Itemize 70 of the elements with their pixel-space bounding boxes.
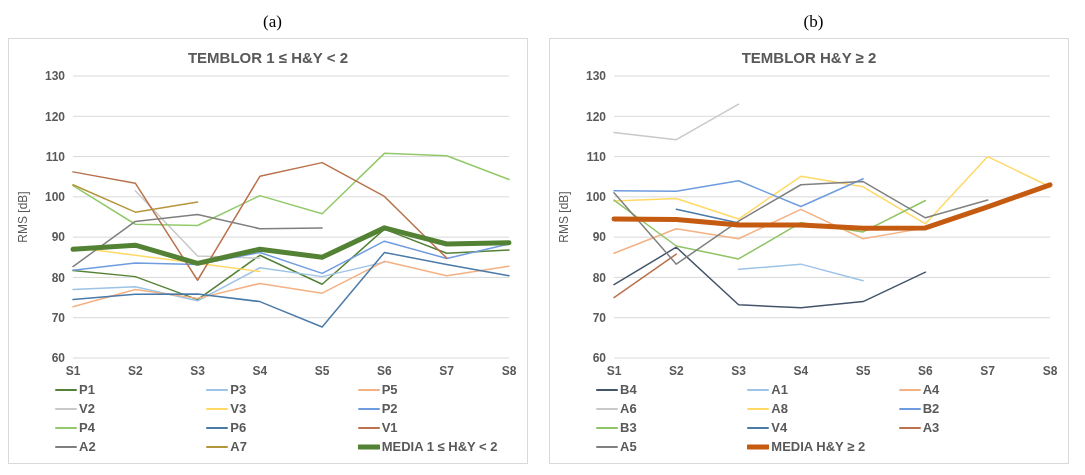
y-tick-label: 120 [585,109,607,124]
legend-label: A2 [79,439,96,454]
legend-label: A1 [771,382,788,397]
text: (a) [262,11,283,33]
legend-label: A3 [922,420,940,435]
line-series [72,251,510,328]
y-tick-label: 130 [44,69,66,84]
legend-label: A5 [620,439,637,454]
y-tick-label: 110 [586,149,607,164]
x-tick-label: S8 [1042,363,1058,378]
x-tick-label: S6 [918,363,934,378]
line-series [613,180,989,265]
legend-label: V3 [230,401,247,416]
y-tick-label: 90 [592,230,607,245]
text: (b) [802,11,825,33]
y-tick-label: 90 [51,230,66,245]
y-tick-label: 110 [45,149,66,164]
legend-label: A4 [922,382,940,397]
x-tick-label: S7 [980,363,996,378]
legend-label: P1 [79,382,95,397]
legend-label: MEDIA H&Y ≥ 2 [771,439,866,454]
x-tick-label: S1 [65,363,81,378]
y-tick-label: 100 [44,190,66,205]
legend-label: V4 [771,420,788,435]
y-tick-label: 80 [592,270,607,285]
line-series [613,246,927,309]
line-series [613,177,864,208]
legend-label: V1 [381,420,398,435]
legend-label: P3 [230,382,247,397]
line-series [72,261,386,302]
y-tick-label: 120 [44,109,66,124]
legend-label: P4 [79,420,95,435]
x-tick-label: S7 [439,363,455,378]
x-tick-label: S8 [501,363,517,378]
x-tick-label: S4 [252,363,268,378]
line-series [72,161,448,281]
legend-label: P6 [230,420,247,435]
y-axis-title: RMS [dB] [557,191,572,243]
x-tick-label: S6 [377,363,393,378]
legend-label: V2 [79,401,95,416]
legend-label: MEDIA 1 ≤ H&Y < 2 [381,439,498,454]
y-tick-label: 80 [51,270,66,285]
x-tick-label: S2 [127,363,143,378]
x-tick-label: S4 [793,363,809,378]
y-tick-label: 60 [51,351,66,366]
legend-label: B4 [620,382,637,397]
x-tick-label: S5 [855,363,871,378]
legend-label: A8 [771,401,788,416]
x-tick-label: S2 [668,363,684,378]
y-tick-label: 70 [592,310,607,325]
chart-title: TEMBLOR 1 ≤ H&Y < 2 [186,49,350,66]
legend-label: P5 [381,382,398,397]
chart-title: TEMBLOR H&Y ≥ 2 [740,49,878,66]
legend-label: A7 [230,439,247,454]
x-tick-label: S3 [731,363,747,378]
legend-label: P2 [381,401,398,416]
y-axis-title: RMS [dB] [16,191,31,243]
x-tick-label: S5 [314,363,330,378]
line-series [72,260,510,308]
y-tick-label: 130 [585,69,607,84]
y-tick-label: 60 [592,351,607,366]
y-tick-label: 100 [585,190,607,205]
line-series [72,213,323,268]
y-tick-label: 70 [51,310,66,325]
legend-label: A6 [620,401,637,416]
line-series [72,152,510,227]
legend-label: B3 [620,420,637,435]
legend-label: B2 [922,401,940,416]
x-tick-label: S1 [606,363,622,378]
x-tick-label: S3 [190,363,206,378]
